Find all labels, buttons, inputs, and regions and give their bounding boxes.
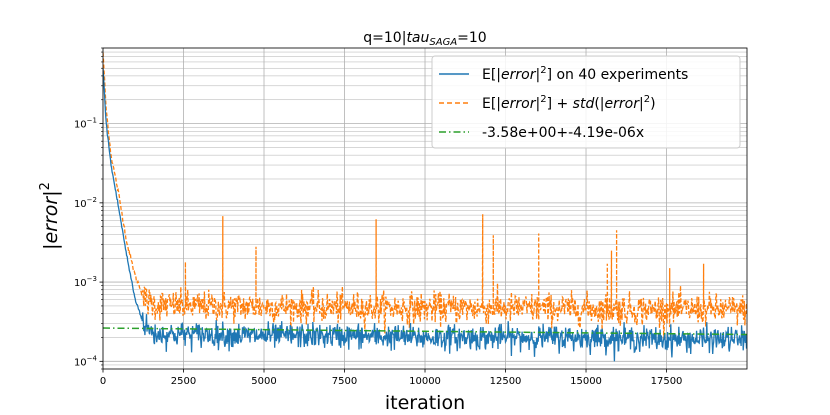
legend-label: E[|error|2] + std(|error|2) bbox=[482, 94, 656, 112]
legend-label: -3.58e+00+-4.19e-06x bbox=[482, 125, 644, 141]
series-line-fit bbox=[103, 327, 747, 336]
legend-box bbox=[431, 55, 741, 149]
y-tick-label: 10−4 bbox=[74, 354, 98, 368]
x-tick-label: 10000 bbox=[409, 376, 441, 387]
legend-label: E[|error|2] on 40 experiments bbox=[482, 65, 688, 83]
y-tick-label: 10−1 bbox=[74, 117, 97, 131]
x-tick-label: 15000 bbox=[570, 376, 602, 387]
plot-area bbox=[103, 52, 747, 362]
x-tick-label: 17500 bbox=[651, 376, 683, 387]
x-tick-label: 2500 bbox=[171, 376, 196, 387]
x-tick-label: 5000 bbox=[251, 376, 276, 387]
x-axis-label: iteration bbox=[385, 392, 465, 414]
series-line-mean-plus-std bbox=[103, 52, 747, 341]
axes: 0 2500 5000 7500 10000 12500 15000 17500 10−4 10−… bbox=[74, 47, 683, 387]
y-tick-label: 10−3 bbox=[74, 275, 97, 289]
chart-title: q=10|tauSAGA=10 bbox=[363, 30, 486, 48]
y-axis-label: |error|2 bbox=[38, 182, 62, 250]
y-tick-label: 10−2 bbox=[74, 196, 97, 210]
legend: E[|error|2] on 40 experiments E[|error|2]… bbox=[431, 55, 741, 149]
x-tick-label: 12500 bbox=[490, 376, 522, 387]
x-tick-label: 7500 bbox=[332, 376, 357, 387]
x-tick-label: 0 bbox=[100, 376, 106, 387]
series-line-mean bbox=[103, 68, 747, 362]
